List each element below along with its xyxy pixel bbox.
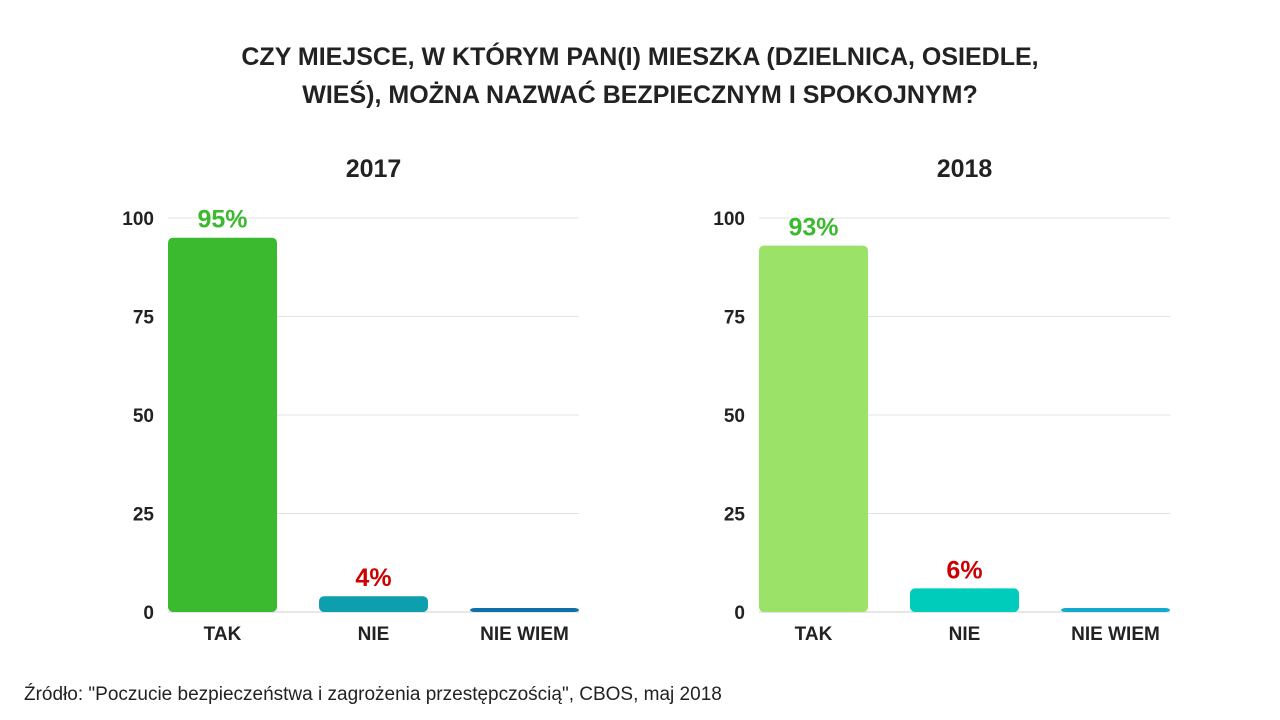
- chart-year-title: 2017: [345, 155, 402, 183]
- title-line-2: WIEŚ), MOŻNA NAZWAĆ BEZPIECZNYM I SPOKOJ…: [302, 81, 978, 109]
- chart-title-main: CZY MIEJSCE, W KTÓRYM PAN(I) MIESZKA (DZ…: [0, 38, 1280, 114]
- chart-2018: 2018 0 25 50 75 100 TAK 93% NIE 6% NIE WIEM: [591, 140, 1231, 660]
- x-tick-label: NIE WIEM: [480, 624, 569, 645]
- bar-nie: [319, 596, 428, 612]
- bar-tak: [759, 245, 868, 612]
- y-tick-label: 50: [133, 406, 154, 427]
- title-line-1: CZY MIEJSCE, W KTÓRYM PAN(I) MIESZKA (DZ…: [241, 43, 1039, 71]
- y-tick-label: 25: [724, 505, 746, 526]
- chart-2017: 2017 0 25 50 75 100 TAK 95% NIE 4% NIE WIEM: [0, 140, 640, 660]
- y-tick-label: 75: [133, 308, 155, 329]
- x-tick-label: NIE: [358, 624, 390, 645]
- source-note: Źródło: "Poczucie bezpieczeństwa i zagro…: [24, 684, 722, 705]
- y-tick-label: 100: [122, 209, 154, 230]
- bar-tak: [168, 237, 277, 612]
- y-tick-label: 25: [133, 505, 155, 526]
- chart-year-title: 2018: [936, 155, 993, 183]
- data-label: 93%: [788, 214, 838, 242]
- data-label: 4%: [355, 564, 391, 592]
- bar-nie-wiem: [470, 608, 579, 612]
- y-tick-label: 100: [713, 209, 745, 230]
- data-label: 95%: [197, 206, 247, 234]
- y-tick-label: 0: [143, 603, 154, 624]
- bar-chart-2017: 0 25 50 75 100 TAK 95% NIE 4% NIE WIEM: [122, 206, 579, 645]
- bar-chart-2018: 0 25 50 75 100 TAK 93% NIE 6% NIE WIEM: [713, 209, 1170, 645]
- bar-nie: [910, 588, 1019, 612]
- x-tick-label: NIE: [949, 624, 981, 645]
- y-tick-label: 50: [724, 406, 745, 427]
- data-label: 6%: [946, 556, 982, 584]
- x-tick-label: NIE WIEM: [1071, 624, 1160, 645]
- bar-nie-wiem: [1061, 608, 1170, 612]
- x-tick-label: TAK: [204, 624, 242, 645]
- x-tick-label: TAK: [795, 624, 833, 645]
- y-tick-label: 0: [734, 603, 745, 624]
- y-tick-label: 75: [724, 308, 746, 329]
